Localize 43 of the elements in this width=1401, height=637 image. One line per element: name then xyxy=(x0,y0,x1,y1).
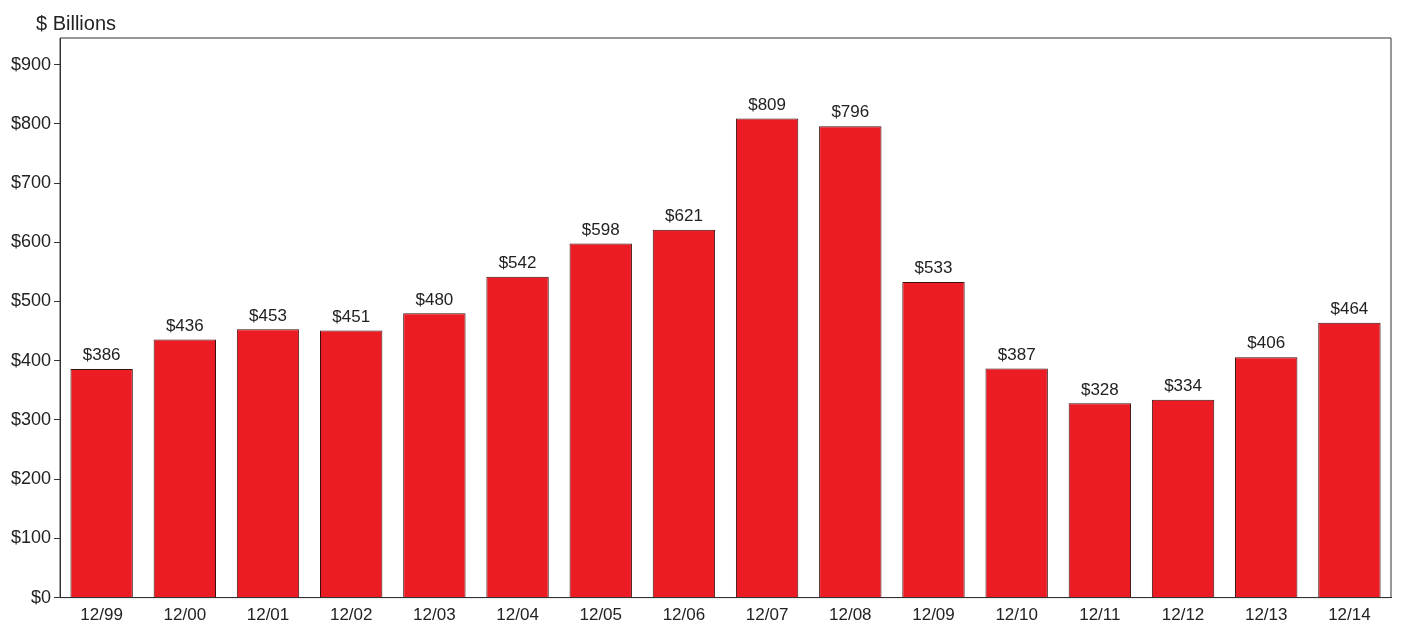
data-label: $453 xyxy=(249,305,287,325)
data-label: $451 xyxy=(332,306,371,326)
x-tick-label: 12/04 xyxy=(496,605,539,625)
y-tick-label: $700 xyxy=(11,172,52,193)
x-tick-label: 12/06 xyxy=(662,605,706,625)
y-axis-title: $ Billions xyxy=(36,11,117,34)
x-tick-label: 12/08 xyxy=(829,605,872,625)
y-tick-label: $600 xyxy=(11,231,52,252)
data-label: $598 xyxy=(581,219,620,239)
y-tick-label: $400 xyxy=(11,349,52,370)
data-label: $533 xyxy=(914,258,953,278)
y-tick-label: $0 xyxy=(31,586,52,607)
x-tick-label: 12/12 xyxy=(1161,605,1205,625)
x-tick-label: 12/11 xyxy=(1079,605,1121,625)
x-tick-label: 12/13 xyxy=(1244,605,1288,625)
y-tick-label: $800 xyxy=(11,112,52,133)
data-label: $542 xyxy=(498,252,537,272)
data-label: $480 xyxy=(415,289,454,309)
x-tick-label: 12/14 xyxy=(1328,605,1371,625)
data-label: $406 xyxy=(1247,333,1286,353)
y-tick-label: $500 xyxy=(11,290,52,311)
x-tick-label: 12/05 xyxy=(579,605,623,625)
y-tick-label: $900 xyxy=(11,53,52,74)
data-label: $796 xyxy=(831,102,870,122)
y-tick-label: $300 xyxy=(11,408,52,429)
x-tick-label: 12/01 xyxy=(246,605,290,625)
data-label: $621 xyxy=(665,206,703,226)
data-label: $387 xyxy=(997,344,1036,364)
data-label: $334 xyxy=(1164,376,1202,395)
x-tick-label: 12/99 xyxy=(80,605,123,625)
y-tick-label: $100 xyxy=(11,527,52,548)
data-label: $436 xyxy=(165,315,204,335)
x-tick-label: 12/00 xyxy=(163,605,207,625)
x-tick-label: 12/03 xyxy=(413,605,456,625)
x-tick-label: 12/09 xyxy=(912,605,955,625)
x-tick-label: 12/10 xyxy=(995,605,1038,625)
data-label: $464 xyxy=(1330,299,1369,319)
data-label: $809 xyxy=(748,94,787,114)
x-tick-label: 12/02 xyxy=(329,605,373,625)
data-label: $386 xyxy=(82,345,121,365)
data-label: $328 xyxy=(1080,379,1119,399)
x-tick-label: 12/07 xyxy=(745,605,789,625)
y-tick-label: $200 xyxy=(11,468,52,489)
